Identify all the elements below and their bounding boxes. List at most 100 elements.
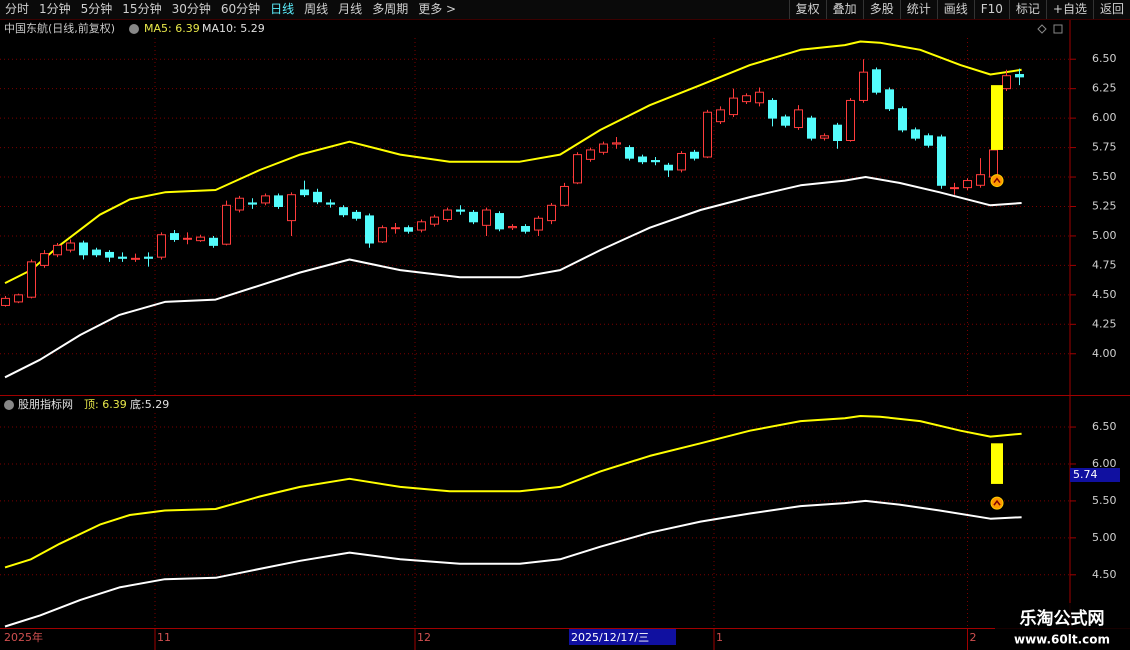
toolbar-button[interactable]: 复权 — [788, 0, 826, 19]
candle-body — [820, 135, 829, 139]
candle-body — [872, 69, 881, 93]
candle-body — [508, 226, 517, 229]
candle-body — [625, 147, 634, 159]
candle-body — [183, 237, 192, 240]
candle-body — [105, 251, 114, 258]
candle-body — [1015, 74, 1024, 78]
time-label: 11 — [157, 631, 171, 644]
candle-body — [196, 236, 205, 242]
signal-arrow — [990, 174, 1004, 188]
toolbar-button[interactable]: 30分钟 — [171, 2, 211, 16]
candle-body — [937, 136, 946, 186]
toolbar-button[interactable]: 15分钟 — [122, 2, 162, 16]
candle-body — [53, 244, 62, 256]
toolbar-button[interactable]: 返回 — [1092, 0, 1130, 19]
toolbar-button[interactable]: 分时 — [5, 2, 30, 16]
panel-icon[interactable] — [1037, 24, 1047, 34]
dropdown-icon[interactable] — [129, 24, 139, 34]
y-tick-label: 5.50 — [1092, 170, 1117, 183]
candle-body — [521, 226, 530, 232]
y-tick-label: 6.50 — [1092, 52, 1117, 65]
toolbar: 分时 1分钟 5分钟 15分钟 30分钟 60分钟 日线 周线 月线 多周期 更多 > 复权 叠加 多股统… — [0, 0, 1130, 20]
background — [0, 20, 1130, 650]
toolbar-button[interactable]: 多周期 — [372, 2, 409, 16]
dropdown-icon[interactable] — [4, 400, 14, 410]
y-tick-label: 5.25 — [1092, 199, 1117, 212]
candle-body — [573, 154, 582, 184]
y-tick-label: 6.50 — [1092, 420, 1117, 433]
candle-body — [261, 195, 270, 204]
candle-body — [690, 151, 699, 159]
candle-body — [235, 197, 244, 211]
toolbar-button[interactable]: 周线 — [304, 2, 329, 16]
toolbar-button[interactable]: +自选 — [1045, 0, 1093, 19]
time-highlight: 2025/12/17/三 — [571, 631, 649, 644]
candle-body — [222, 204, 231, 245]
candle-body — [443, 209, 452, 220]
toolbar-button[interactable]: 更多 > — [418, 2, 457, 16]
band-line — [4, 40, 1022, 284]
candle-body — [781, 116, 790, 126]
toolbar-button[interactable]: 标记 — [1008, 0, 1046, 19]
y-tick-label: 5.00 — [1092, 531, 1117, 544]
candle-body — [456, 209, 465, 212]
time-label: 1 — [716, 631, 723, 644]
toolbar-button[interactable]: F10 — [973, 0, 1009, 19]
signal-bar — [991, 85, 1003, 150]
candle-body — [313, 191, 322, 203]
candle-body — [729, 97, 738, 116]
legend-ma10: MA10: 5.29 — [202, 22, 265, 35]
candle-body — [716, 109, 725, 123]
time-label: 2025年 — [4, 630, 43, 644]
candle-body — [430, 216, 439, 225]
candle-body — [248, 202, 257, 205]
legend-top: 顶: 6.39 — [84, 398, 127, 411]
candle-body — [66, 242, 75, 251]
candle-body — [118, 256, 127, 259]
toolbar-button[interactable]: 60分钟 — [220, 2, 261, 16]
candle-body — [14, 294, 23, 303]
candle-body — [144, 256, 153, 259]
y-tick-label: 4.75 — [1092, 258, 1117, 271]
period-tabs: 分时 1分钟 5分钟 15分钟 30分钟 60分钟 日线 周线 月线 多周期 更多 > — [0, 0, 461, 19]
candle-body — [404, 227, 413, 232]
toolbar-button[interactable]: 5分钟 — [80, 2, 113, 16]
y-tick-label: 4.00 — [1092, 347, 1117, 360]
tool-buttons: 复权 叠加 多股 统计 画线 F10 标记 +自选 返回 — [788, 0, 1130, 19]
toolbar-button[interactable]: 多股 — [862, 0, 900, 19]
y-tick-label: 6.00 — [1092, 457, 1117, 470]
candle-body — [924, 135, 933, 146]
time-highlight-box — [569, 629, 676, 645]
toolbar-button[interactable]: 叠加 — [825, 0, 863, 19]
watermark-title: 乐淘公式网 — [1020, 608, 1105, 629]
band-line — [4, 415, 1022, 569]
signal-arrow-glyph — [993, 177, 1001, 184]
candle-body — [287, 194, 296, 222]
toolbar-button[interactable]: 统计 — [899, 0, 937, 19]
candle-body — [898, 108, 907, 131]
candle-body — [339, 207, 348, 216]
band-line — [4, 499, 1022, 628]
toolbar-button[interactable]: 1分钟 — [39, 2, 71, 16]
candle-body — [768, 99, 777, 119]
toolbar-button[interactable]: 月线 — [338, 2, 363, 16]
candle-body — [651, 160, 660, 163]
candle-body — [365, 215, 374, 244]
candle-body — [495, 213, 504, 230]
watermark-bg — [995, 603, 1130, 650]
candle-body — [1, 297, 10, 306]
cursor-label: 5.74 — [1073, 468, 1098, 481]
candle-body — [807, 117, 816, 139]
candle-body — [703, 111, 712, 158]
candle-body — [638, 156, 647, 163]
candle-body — [417, 221, 426, 231]
cursor-label-box — [1070, 468, 1120, 482]
candle-body — [170, 233, 179, 240]
candle-body — [352, 211, 361, 219]
toolbar-button[interactable]: 画线 — [936, 0, 974, 19]
toolbar-button[interactable]: 日线 — [270, 2, 295, 16]
candle-body — [833, 124, 842, 142]
panel-icon[interactable] — [1053, 24, 1063, 34]
